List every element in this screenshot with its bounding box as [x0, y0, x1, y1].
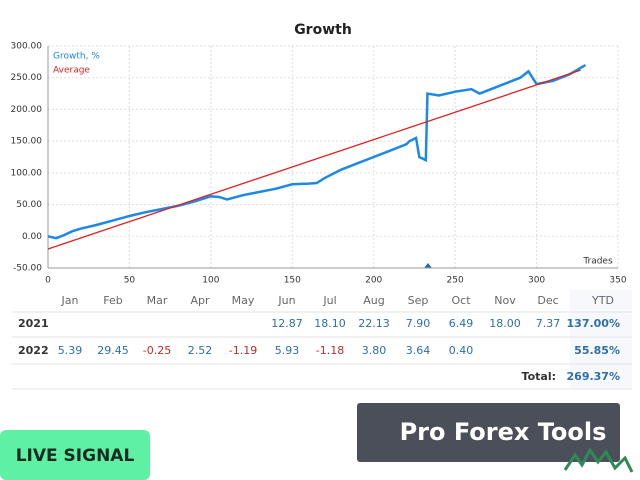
month-value: -1.18 — [316, 344, 344, 357]
logo — [563, 447, 634, 473]
month-header: Feb — [103, 294, 122, 307]
month-value: -1.19 — [229, 344, 257, 357]
month-header: Aug — [363, 294, 384, 307]
x-axis-label: Trades — [582, 257, 613, 267]
month-value: 22.13 — [358, 317, 390, 330]
month-header: Oct — [451, 294, 471, 307]
month-header: Sep — [408, 294, 429, 307]
month-value: 7.37 — [536, 317, 561, 330]
x-tick-label: 200 — [365, 276, 382, 286]
series-line — [47, 63, 587, 240]
month-value: 3.80 — [362, 344, 387, 357]
x-tick-label: 0 — [45, 276, 51, 286]
y-tick-label: 150.00 — [11, 137, 43, 147]
y-tick-label: 300.00 — [11, 42, 43, 52]
x-tick-label: 350 — [609, 276, 626, 286]
x-tick-label: 50 — [124, 276, 136, 286]
month-value: 3.64 — [406, 344, 431, 357]
legend-entry: Growth, % — [53, 52, 100, 62]
year-label: 2022 — [18, 344, 49, 357]
month-header: YTD — [591, 294, 614, 307]
x-tick-label: 300 — [528, 276, 545, 286]
brand-label[interactable]: Pro Forex Tools — [400, 418, 607, 446]
ytd-value: 55.85% — [574, 344, 620, 357]
y-tick-label: 250.00 — [11, 73, 43, 83]
month-value: 18.00 — [489, 317, 521, 330]
ytd-value: 137.00% — [567, 317, 620, 330]
y-tick-label: 0.00 — [22, 232, 42, 242]
x-tick-label: 100 — [202, 276, 219, 286]
month-value: 12.87 — [271, 317, 303, 330]
y-tick-label: 200.00 — [11, 105, 43, 115]
month-header: Jun — [277, 294, 295, 307]
month-value: 6.49 — [449, 317, 474, 330]
y-tick-label: -50.00 — [13, 264, 42, 274]
month-header: May — [232, 294, 255, 307]
month-header: Dec — [537, 294, 558, 307]
y-tick-label: 100.00 — [11, 168, 43, 178]
series-line — [47, 69, 581, 250]
month-header: Jul — [322, 294, 336, 307]
month-value: 5.93 — [275, 344, 300, 357]
y-tick-label: 50.00 — [16, 200, 42, 210]
live-signal-button[interactable] — [0, 430, 150, 480]
month-header: Apr — [190, 294, 210, 307]
month-header: Nov — [494, 294, 516, 307]
ytd-column — [570, 290, 632, 388]
brand-button[interactable] — [357, 403, 620, 462]
month-header: Jan — [61, 294, 79, 307]
total-label: Total: — [522, 370, 556, 383]
month-value: 5.39 — [58, 344, 83, 357]
month-value: 0.40 — [449, 344, 474, 357]
x-tick-label: 150 — [284, 276, 301, 286]
axis-marker — [424, 263, 432, 268]
month-value: 7.90 — [406, 317, 431, 330]
chart-title: Growth — [294, 22, 352, 38]
legend-entry: Average — [53, 66, 90, 76]
x-tick-label: 250 — [447, 276, 464, 286]
live-signal-label[interactable]: LIVE SIGNAL — [16, 446, 135, 466]
month-value: 18.10 — [314, 317, 346, 330]
month-value: -0.25 — [143, 344, 171, 357]
month-value: 29.45 — [97, 344, 129, 357]
year-label: 2021 — [18, 317, 49, 330]
month-value: 2.52 — [188, 344, 213, 357]
total-value: 269.37% — [567, 370, 620, 383]
month-header: Mar — [147, 294, 168, 307]
